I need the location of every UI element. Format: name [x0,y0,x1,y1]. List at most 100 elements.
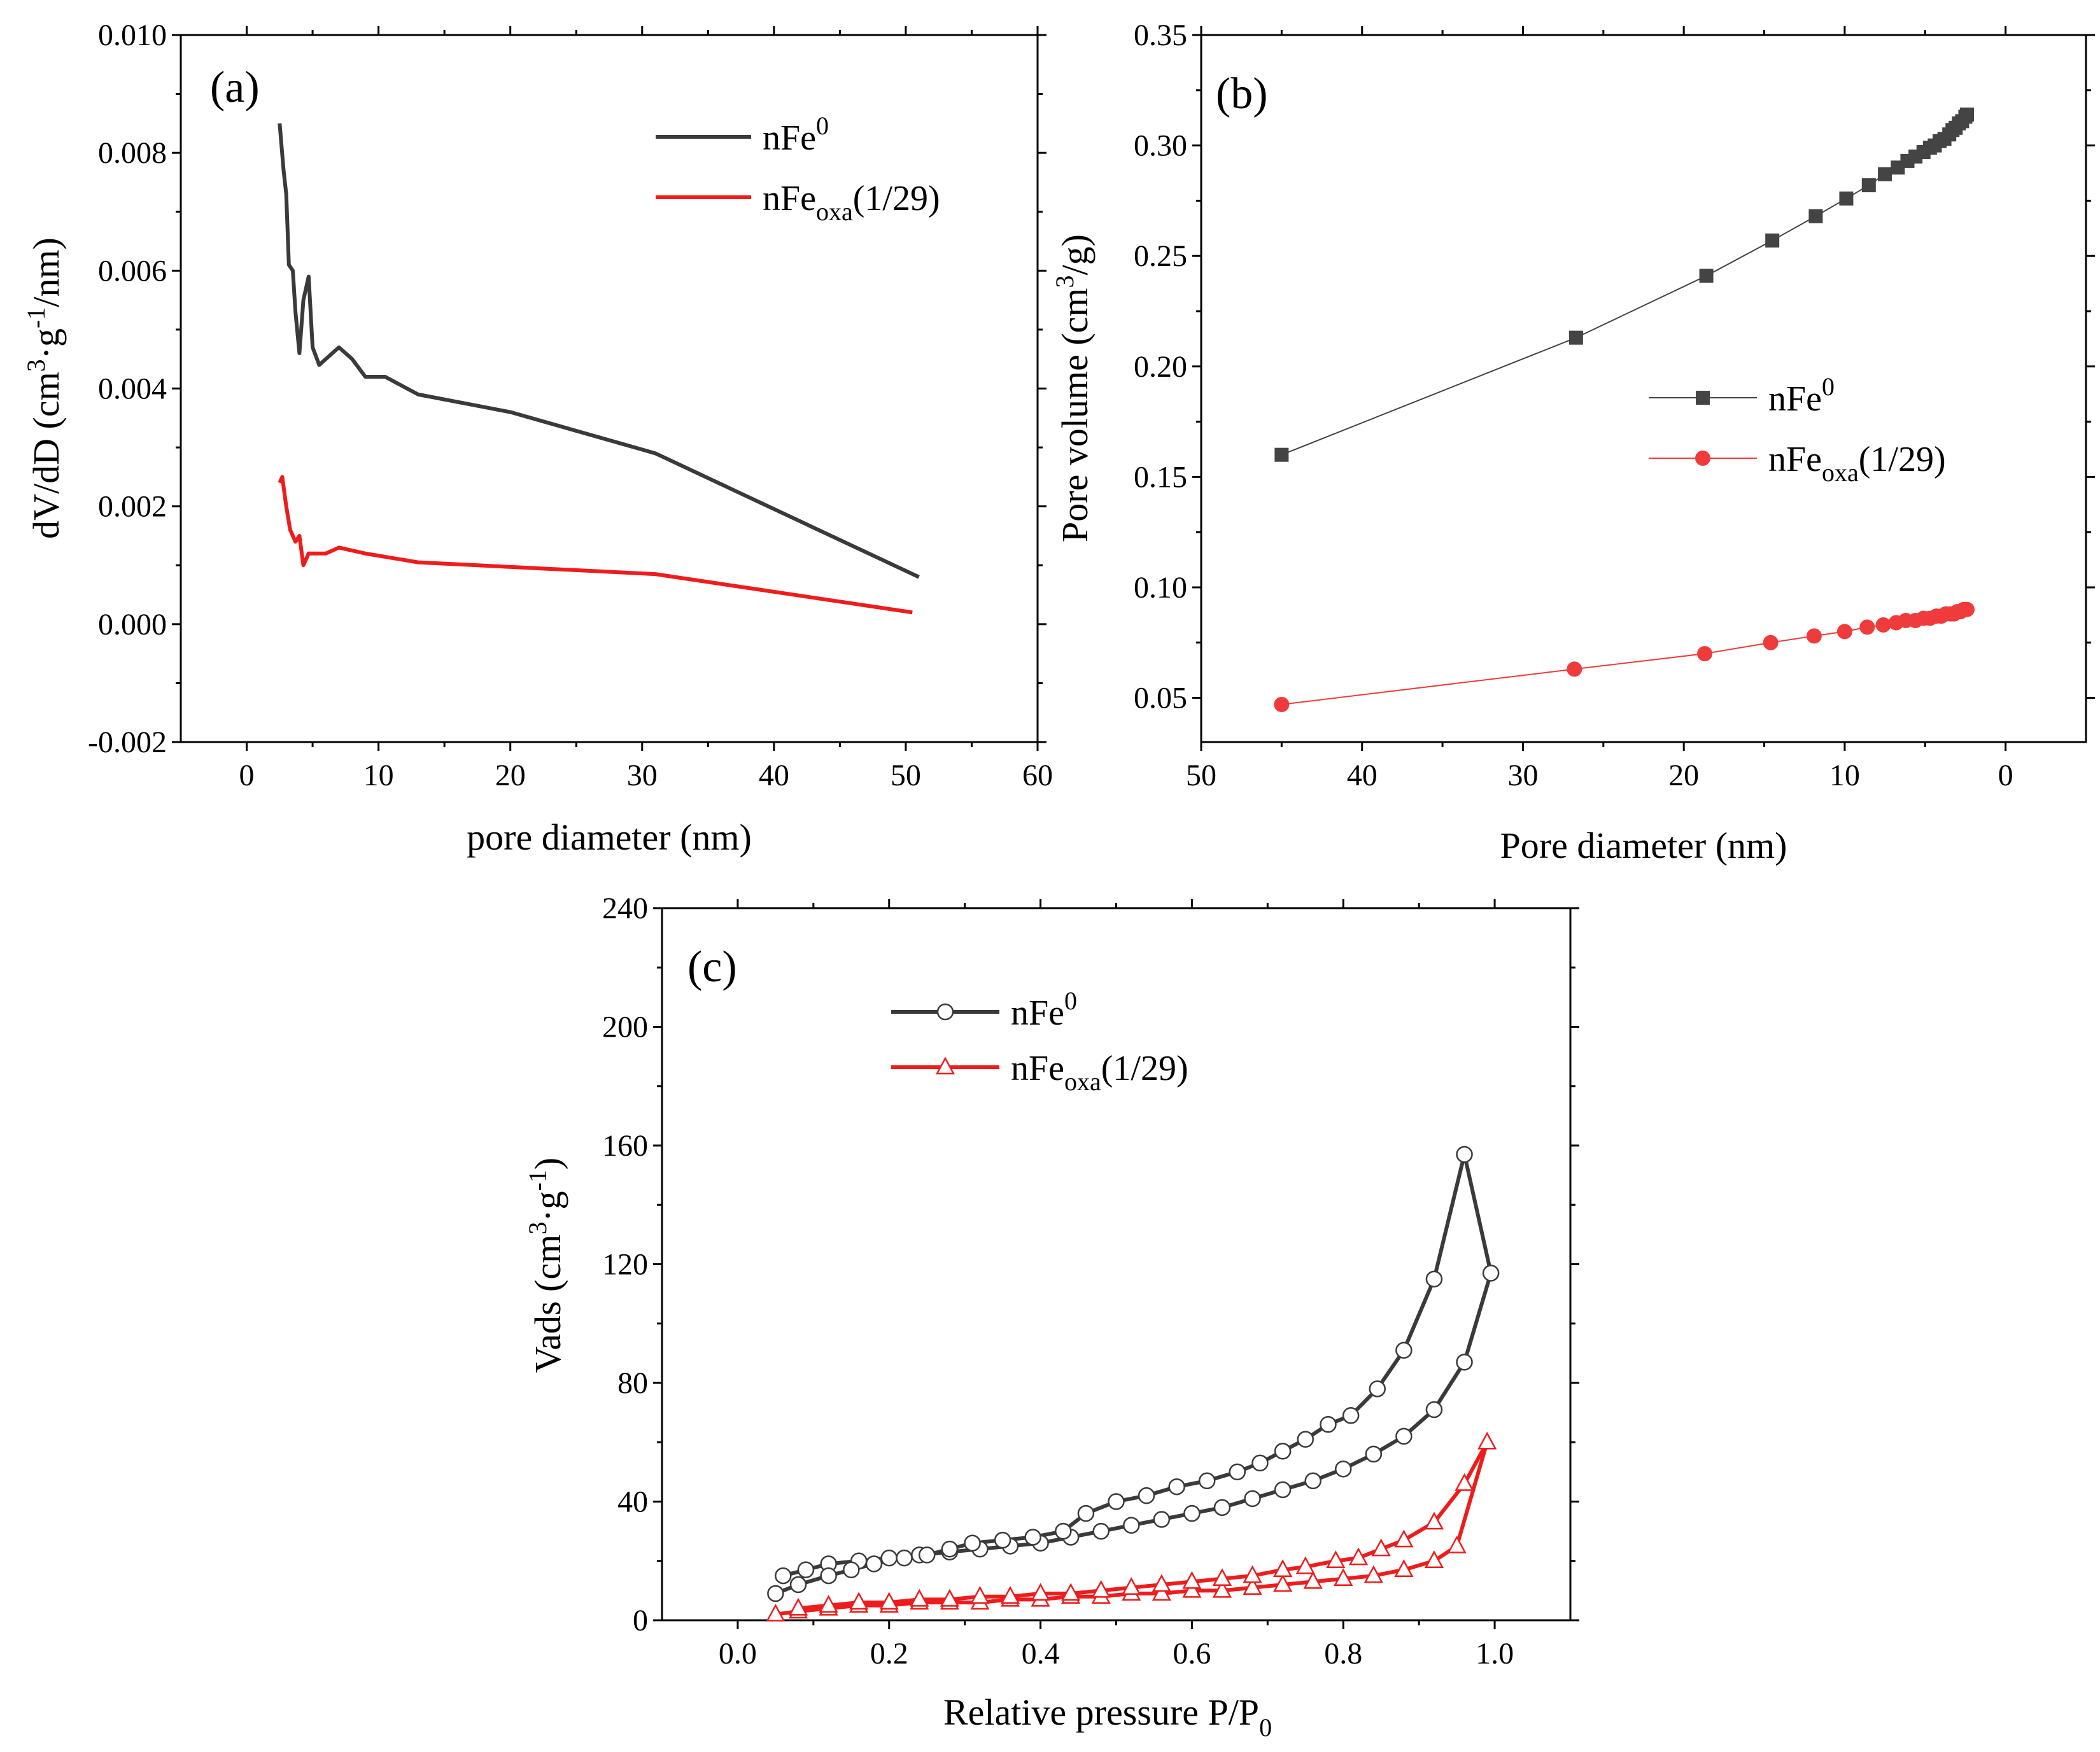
legend-label: nFeoxa(1/29) [763,179,940,226]
panel-b-ticks: 50 40 30 20 10 0 0.05 0.10 0.15 0.20 0.25 0.30 0.35 [1134,18,2095,792]
data-point [1394,1529,1414,1548]
legend-label: nFe0 [1768,372,1835,419]
data-point [1273,1559,1293,1577]
data-point [1212,1568,1232,1586]
data-point [940,1588,959,1607]
data-point [1244,1490,1261,1508]
data-point [1959,107,1974,122]
data-point [1024,1529,1041,1546]
y-tick-label: 0.05 [1134,682,1187,715]
panel-b-y-axis-label: Pore volume (cm3/g) [1050,234,1096,542]
data-point [1326,1550,1346,1568]
x-tick-label: 0.2 [870,1637,908,1671]
data-point [1395,1427,1413,1445]
x-tick-label: 0.6 [1173,1637,1211,1671]
data-point [1859,619,1875,635]
data-point [1348,1547,1369,1566]
panel-b-series [1274,107,1975,712]
panel-c-series [766,1146,1500,1622]
data-point [1839,191,1854,206]
data-point [1061,1583,1081,1601]
y-tick-label: 40 [617,1485,648,1519]
data-point [1699,269,1714,283]
data-point [1334,1568,1353,1586]
data-point [941,1540,959,1558]
data-point [1875,617,1891,633]
data-point [820,1567,837,1585]
panel-c-label: (c) [687,943,737,992]
panel-c-ticks: 0.0 0.2 0.4 0.6 0.8 1.0 0 40 80 120 160 200 240 [602,892,1579,1671]
data-point [1808,209,1823,223]
series-line-0 [1281,114,1968,456]
data-point [994,1531,1011,1549]
panel-c-legend: nFe0 nFeoxa(1/29) [891,986,1188,1096]
data-point [1182,1571,1202,1589]
data-point [1959,601,1975,617]
data-point [879,1592,899,1610]
data-point [918,1546,936,1564]
x-tick-label: 0.4 [1022,1637,1060,1671]
data-point [880,1549,898,1567]
series-line-0 [278,123,920,579]
legend-marker [1696,391,1710,405]
data-point [1455,1473,1474,1491]
data-point [1055,1522,1072,1540]
panel-a-series [278,123,920,615]
data-point [910,1588,929,1607]
data-point [1395,1342,1413,1359]
data-point [843,1561,860,1578]
data-point [1335,1460,1352,1478]
data-point [1168,1478,1185,1496]
data-point [1425,1270,1443,1288]
legend-label: nFe0 [1011,986,1077,1033]
panel-a-y-axis-label: dV/dD (cm3·g-1/nm) [22,237,67,539]
data-point [1878,167,1892,181]
data-point [819,1595,838,1613]
x-tick-label: 30 [1507,759,1538,792]
panel-a-frame [180,34,1039,743]
data-point [1122,1577,1141,1595]
data-point [1424,1511,1444,1530]
data-point [1000,1586,1020,1604]
x-tick-label: 20 [495,759,526,792]
legend-marker [936,1003,954,1021]
data-point [1212,1580,1232,1598]
legend-label: nFeoxa(1/29) [1768,440,1946,487]
x-tick-label: 20 [1668,759,1699,792]
data-point [1861,178,1876,193]
x-tick-label: 50 [1186,759,1216,792]
data-point [788,1597,808,1616]
x-tick-label: 40 [759,759,789,792]
data-point [1108,1493,1125,1510]
panel-b-x-axis-label: Pore diameter (nm) [1500,825,1787,866]
data-point [1243,1577,1262,1595]
panel-a-x-axis-label: pore diameter (nm) [467,816,752,858]
data-point [1153,1511,1171,1528]
y-tick-label: 0.002 [98,490,167,524]
y-tick-label: 0.25 [1134,239,1187,273]
y-tick-label: 0.10 [1134,571,1187,605]
data-point [1303,1571,1323,1589]
data-point [1477,1431,1497,1450]
y-tick-label: 200 [602,1011,648,1044]
x-tick-label: 0 [1998,759,2013,792]
x-tick-label: 0.8 [1324,1637,1362,1671]
x-tick-label: 30 [627,759,658,792]
data-point [767,1585,784,1602]
data-point [1836,624,1852,640]
y-tick-label: 0.004 [98,372,167,406]
data-point [1251,1454,1269,1472]
panel-c-x-axis-label: Relative pressure P/P0 [943,1692,1272,1742]
legend-label: nFeoxa(1/29) [1011,1049,1188,1096]
y-tick-label: 0.20 [1134,350,1187,384]
data-point [1765,233,1780,248]
data-point [1183,1504,1201,1522]
data-point [775,1567,792,1585]
data-point [1274,447,1289,462]
data-point [1229,1463,1246,1481]
data-point [849,1592,869,1610]
data-point [896,1549,913,1567]
y-tick-label: 80 [617,1366,648,1400]
panel-b-label: (b) [1216,69,1268,118]
